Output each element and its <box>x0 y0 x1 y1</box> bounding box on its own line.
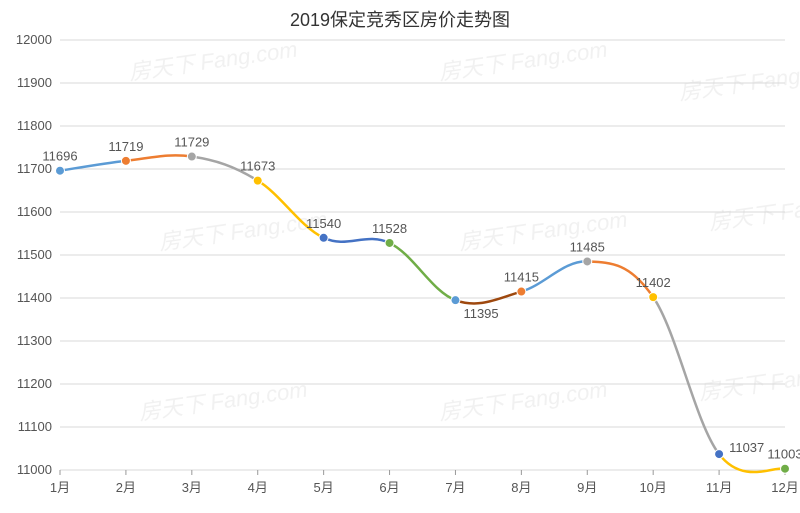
value-label: 11673 <box>240 159 275 174</box>
y-tick-label: 11200 <box>17 376 52 391</box>
value-label: 11037 <box>729 440 764 455</box>
x-tick-label: 3月 <box>182 480 202 495</box>
data-marker <box>56 166 65 175</box>
chart-container: 房天下 Fang.com房天下 Fang.com房天下 Fang.com房天下 … <box>0 0 800 513</box>
x-tick-label: 11月 <box>706 480 733 495</box>
data-marker <box>451 296 460 305</box>
data-marker <box>319 233 328 242</box>
price-trend-chart: 房天下 Fang.com房天下 Fang.com房天下 Fang.com房天下 … <box>0 0 800 513</box>
value-label: 11528 <box>372 221 407 236</box>
x-tick-label: 1月 <box>50 480 70 495</box>
x-tick-label: 10月 <box>639 480 666 495</box>
data-marker <box>649 293 658 302</box>
x-tick-label: 7月 <box>445 480 465 495</box>
x-tick-label: 4月 <box>248 480 268 495</box>
y-tick-label: 11300 <box>17 333 52 348</box>
value-label: 11402 <box>636 275 671 290</box>
y-tick-label: 11900 <box>17 75 52 90</box>
data-marker <box>781 464 790 473</box>
value-label: 11395 <box>463 306 498 321</box>
data-marker <box>187 152 196 161</box>
y-tick-label: 11400 <box>17 290 52 305</box>
x-tick-label: 12月 <box>771 480 798 495</box>
value-label: 11003 <box>767 447 800 462</box>
y-tick-label: 11100 <box>18 419 52 434</box>
data-marker <box>253 176 262 185</box>
value-label: 11415 <box>504 270 539 285</box>
y-tick-label: 11000 <box>17 462 52 477</box>
x-tick-label: 8月 <box>511 480 531 495</box>
value-label: 11696 <box>42 149 77 164</box>
x-tick-label: 9月 <box>577 480 597 495</box>
data-marker <box>385 238 394 247</box>
value-label: 11485 <box>570 239 605 254</box>
x-tick-label: 2月 <box>116 480 136 495</box>
data-marker <box>121 156 130 165</box>
data-marker <box>517 287 526 296</box>
chart-title: 2019保定竞秀区房价走势图 <box>290 10 510 30</box>
data-marker <box>583 257 592 266</box>
y-tick-label: 11800 <box>17 118 52 133</box>
y-tick-label: 11500 <box>17 247 52 262</box>
value-label: 11719 <box>108 139 143 154</box>
data-marker <box>715 450 724 459</box>
y-tick-label: 12000 <box>16 32 52 47</box>
x-tick-label: 6月 <box>379 480 399 495</box>
x-tick-label: 5月 <box>314 480 334 495</box>
value-label: 11540 <box>306 216 341 231</box>
y-tick-label: 11600 <box>17 204 52 219</box>
value-label: 11729 <box>174 135 209 150</box>
